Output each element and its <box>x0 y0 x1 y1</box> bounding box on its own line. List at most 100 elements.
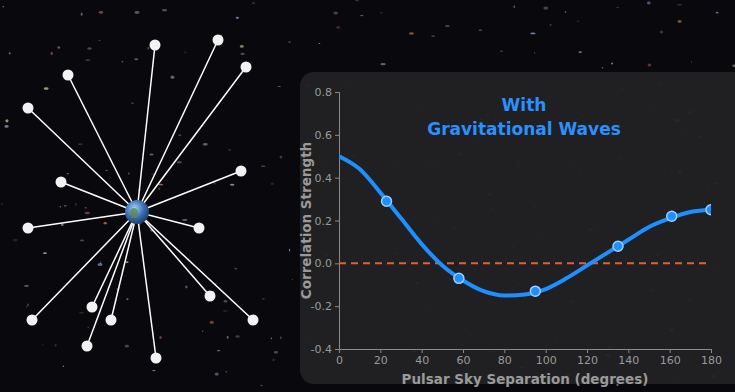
star <box>445 25 450 26</box>
star <box>252 2 256 4</box>
star <box>104 222 107 224</box>
star <box>63 366 64 367</box>
star <box>227 336 229 339</box>
pulsar <box>63 70 74 81</box>
star <box>224 300 228 303</box>
title-line: Gravitational Waves <box>427 119 621 139</box>
star <box>225 371 227 373</box>
star <box>678 20 682 23</box>
star <box>134 11 139 14</box>
axis-line <box>340 350 712 354</box>
star <box>126 261 129 263</box>
tick-mark <box>587 349 588 353</box>
pulsar-line <box>92 212 137 307</box>
star <box>534 52 535 54</box>
pulsar <box>151 353 162 364</box>
tick-mark <box>546 349 547 353</box>
star <box>431 35 435 37</box>
tick: 120 <box>577 349 598 367</box>
star <box>30 309 32 311</box>
pulsar-diagram <box>23 35 259 364</box>
star <box>210 321 214 324</box>
star <box>2 6 4 7</box>
star <box>261 385 263 386</box>
star <box>478 29 482 31</box>
tick-mark <box>380 349 381 353</box>
star <box>178 134 181 136</box>
star <box>182 219 187 221</box>
star <box>88 327 89 328</box>
x-axis: 020406080100120140160180 <box>336 349 722 367</box>
star <box>380 12 383 13</box>
y-axis: -0.4-0.20.00.20.40.60.8 <box>311 86 340 356</box>
pulsar-line <box>137 212 210 296</box>
star <box>85 212 90 214</box>
tick: 20 <box>374 349 388 367</box>
axis-line <box>335 93 340 350</box>
tick-mark <box>670 349 671 353</box>
star <box>565 11 567 13</box>
star <box>79 312 84 313</box>
tick: 180 <box>701 349 722 367</box>
star <box>98 39 100 41</box>
pulsar-line <box>137 212 253 320</box>
tick-mark <box>335 92 339 93</box>
pulsar-line <box>28 212 137 228</box>
star <box>104 324 106 326</box>
point <box>454 273 464 283</box>
star <box>84 207 87 209</box>
pulsar <box>236 166 247 177</box>
pulsar <box>23 103 34 114</box>
tick: 100 <box>536 349 557 367</box>
star <box>409 32 414 35</box>
pulsar-line <box>32 212 137 320</box>
pulsar <box>213 35 224 46</box>
star <box>274 351 278 354</box>
star <box>67 173 69 174</box>
y-axis-title: Correlation Strength <box>298 142 314 299</box>
pulsar <box>56 177 67 188</box>
pulsar-line <box>137 40 218 212</box>
tick-mark <box>335 135 339 136</box>
star <box>87 47 91 50</box>
star <box>27 304 29 307</box>
star <box>9 52 11 54</box>
x-axis-title: Pulsar Sky Separation (degrees) <box>402 371 649 387</box>
star <box>81 13 83 16</box>
star <box>235 335 239 337</box>
tick-mark <box>463 349 464 353</box>
tick: 80 <box>498 349 512 367</box>
tick-label: 100 <box>536 354 557 367</box>
pulsar <box>27 315 38 326</box>
title-line: With <box>502 95 547 115</box>
pulsar <box>82 341 93 352</box>
tick-mark <box>335 263 339 264</box>
tick-label: 140 <box>618 354 639 367</box>
line <box>339 156 711 295</box>
pulsar-line <box>61 182 137 212</box>
tick-label: 180 <box>701 354 722 367</box>
star <box>97 263 102 266</box>
star <box>616 6 620 8</box>
star <box>78 143 83 145</box>
pulsar <box>248 315 259 326</box>
point <box>667 211 677 221</box>
star <box>126 298 128 300</box>
star <box>500 50 504 51</box>
pulsar-line <box>137 45 155 212</box>
tick-label: 60 <box>457 354 471 367</box>
tick: 0.2 <box>315 215 340 228</box>
star <box>280 155 283 158</box>
chart-panel <box>300 72 735 384</box>
star <box>158 184 163 186</box>
star <box>240 53 244 55</box>
star <box>271 337 272 339</box>
star <box>125 345 129 348</box>
star <box>530 33 535 35</box>
star <box>134 58 138 60</box>
star <box>13 239 18 242</box>
star <box>319 43 321 44</box>
star <box>202 330 203 332</box>
star <box>85 59 90 61</box>
star <box>55 344 57 347</box>
